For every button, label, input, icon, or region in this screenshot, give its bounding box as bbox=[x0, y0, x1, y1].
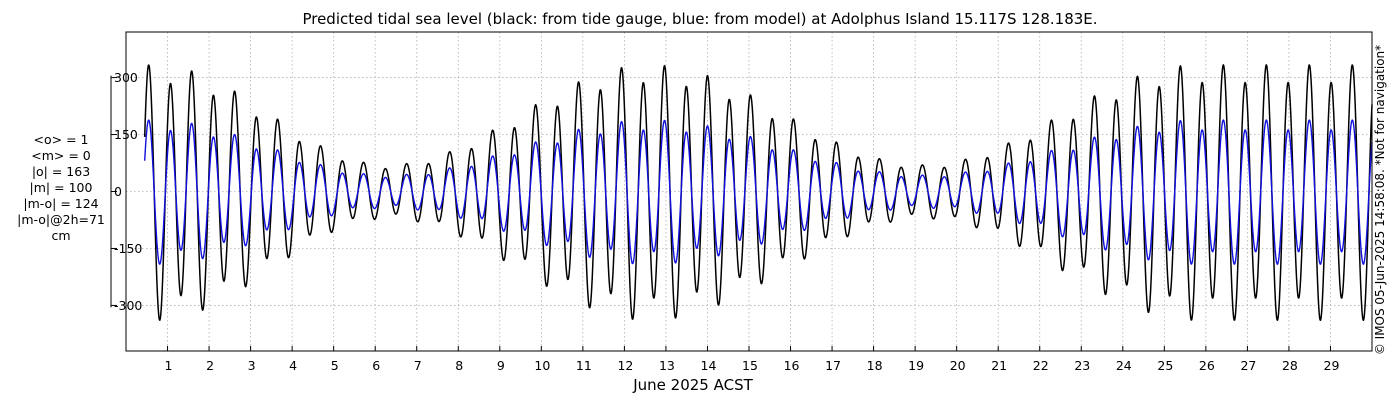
x-tick-label: 19 bbox=[908, 358, 924, 373]
x-tick-label: 20 bbox=[950, 358, 966, 373]
x-tick-label: 5 bbox=[331, 358, 339, 373]
x-tick-label: 18 bbox=[867, 358, 883, 373]
x-tick-label: 23 bbox=[1074, 358, 1090, 373]
series-layer bbox=[143, 64, 1373, 321]
stat-mean-observed: <o> = 1 bbox=[33, 132, 89, 147]
x-tick-label: 8 bbox=[455, 358, 463, 373]
x-tick-label: 29 bbox=[1324, 358, 1340, 373]
y-tick-label: -150 bbox=[114, 241, 142, 256]
y-tick-label: -300 bbox=[114, 298, 142, 313]
y-tick-label: 150 bbox=[114, 127, 138, 142]
x-tick-label: 11 bbox=[576, 358, 592, 373]
x-tick-label: 1 bbox=[165, 358, 173, 373]
stat-unit: cm bbox=[51, 228, 71, 243]
stat-abs-difference: |m-o| = 124 bbox=[23, 196, 99, 211]
stat-mean-model: <m> = 0 bbox=[31, 148, 91, 163]
grid-lines bbox=[126, 32, 1372, 351]
stat-abs-observed: |o| = 163 bbox=[31, 164, 91, 179]
x-tick-label: 3 bbox=[248, 358, 256, 373]
x-axis-label: June 2025 ACST bbox=[632, 376, 753, 394]
x-tick-label: 22 bbox=[1033, 358, 1049, 373]
x-tick-label: 13 bbox=[659, 358, 675, 373]
x-tick-label: 4 bbox=[289, 358, 297, 373]
x-tick-label: 14 bbox=[701, 358, 717, 373]
stat-difference-2h: |m-o|@2h=71 bbox=[17, 212, 105, 227]
plot-frame bbox=[125, 31, 1373, 352]
y-tick-label: 0 bbox=[114, 184, 122, 199]
x-tick-label: 17 bbox=[825, 358, 841, 373]
x-tick-label: 15 bbox=[742, 358, 758, 373]
x-axis: 1 2 3 4 5 6 7 8 9 10 11 12 13 14 15 16 17 18 19 20 21 22 23 24 2… bbox=[165, 346, 1340, 373]
credit-text: © IMOS 05-Jun-2025 14:58:08. *Not for na… bbox=[1373, 44, 1387, 356]
stat-abs-model: |m| = 100 bbox=[29, 180, 93, 195]
y-tick-label: 300 bbox=[114, 70, 138, 85]
x-tick-label: 2 bbox=[206, 358, 214, 373]
x-tick-label: 27 bbox=[1240, 358, 1256, 373]
x-tick-label: 25 bbox=[1157, 358, 1173, 373]
series-tide-gauge-line bbox=[143, 64, 1373, 321]
x-tick-label: 26 bbox=[1199, 358, 1215, 373]
x-tick-label: 24 bbox=[1116, 358, 1132, 373]
y-axis: 300 150 0 -150 -300 bbox=[110, 70, 142, 313]
x-tick-label: 7 bbox=[414, 358, 422, 373]
x-tick-label: 6 bbox=[372, 358, 380, 373]
x-tick-label: 16 bbox=[784, 358, 800, 373]
x-tick-label: 10 bbox=[534, 358, 550, 373]
chart-title: Predicted tidal sea level (black: from t… bbox=[302, 10, 1097, 28]
statistics-panel: <o> = 1 <m> = 0 |o| = 163 |m| = 100 |m-o… bbox=[0, 132, 122, 244]
x-tick-label: 28 bbox=[1282, 358, 1298, 373]
x-tick-label: 9 bbox=[497, 358, 505, 373]
series-model-line bbox=[143, 119, 1373, 265]
x-tick-label: 21 bbox=[991, 358, 1007, 373]
x-tick-label: 12 bbox=[617, 358, 633, 373]
